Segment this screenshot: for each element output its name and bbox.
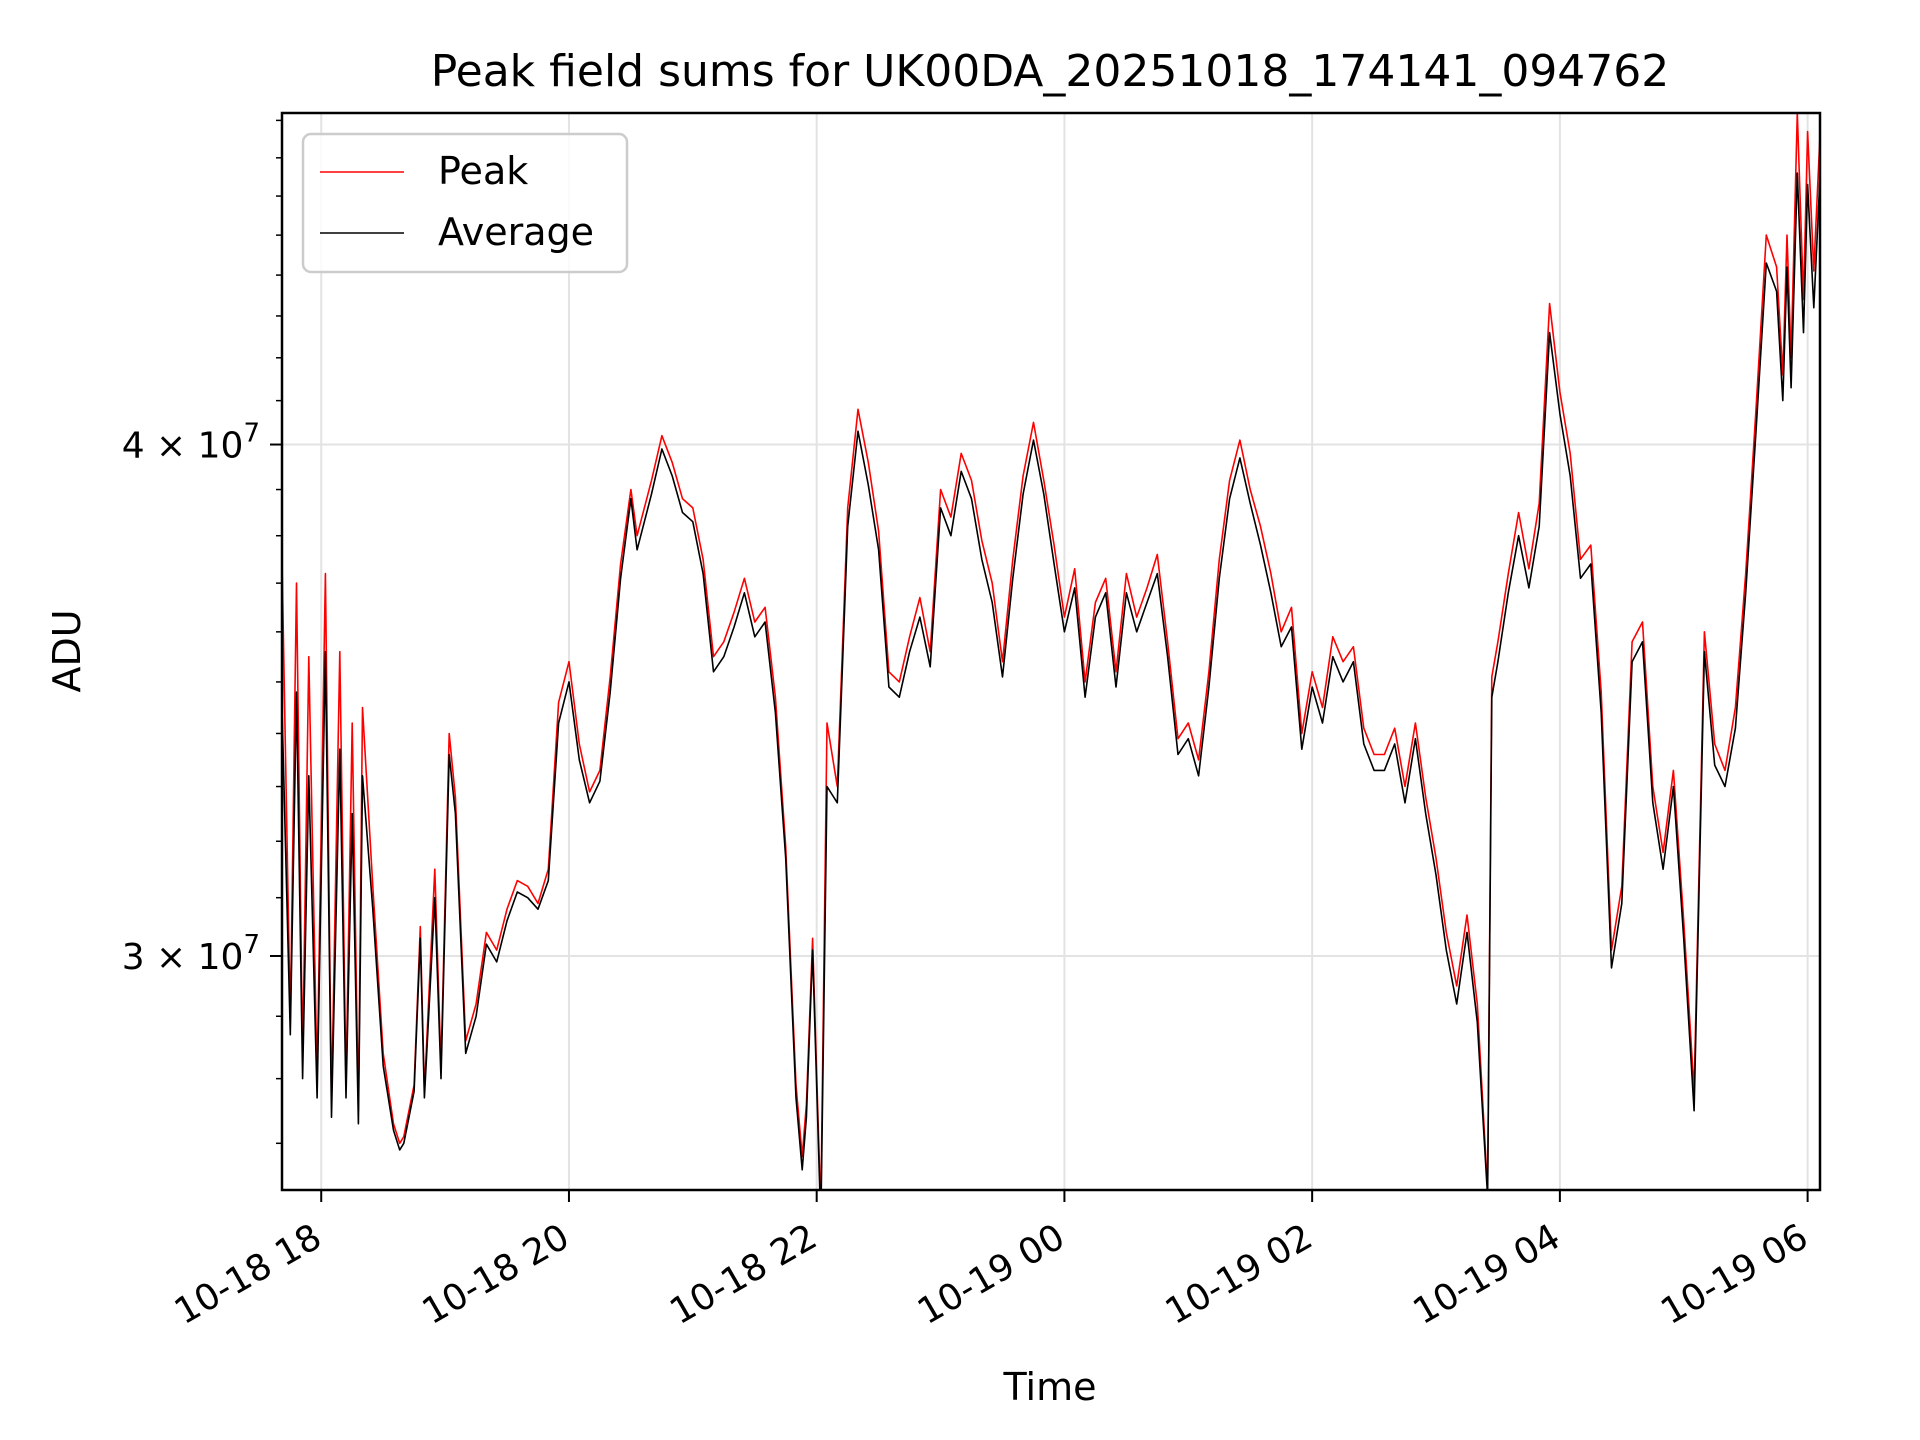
- y-tick-label: 4 × 107: [122, 419, 260, 467]
- y-tick-label: 3 × 107: [122, 930, 260, 978]
- legend-box: [301, 132, 629, 274]
- chart-title: Peak field sums for UK00DA_20251018_1741…: [431, 46, 1670, 97]
- legend-label-peak: Peak: [438, 149, 528, 193]
- series-line-peak: [282, 113, 1820, 1190]
- grid-layer: [282, 113, 1820, 1190]
- series-line-average: [282, 172, 1820, 1190]
- x-axis-title: Time: [1003, 1365, 1097, 1409]
- series-layer: [282, 113, 1820, 1190]
- legend: Peak Average: [301, 132, 629, 274]
- y-axis-title: ADU: [45, 609, 89, 692]
- legend-label-average: Average: [438, 210, 594, 254]
- plot-frame: [280, 111, 1822, 1192]
